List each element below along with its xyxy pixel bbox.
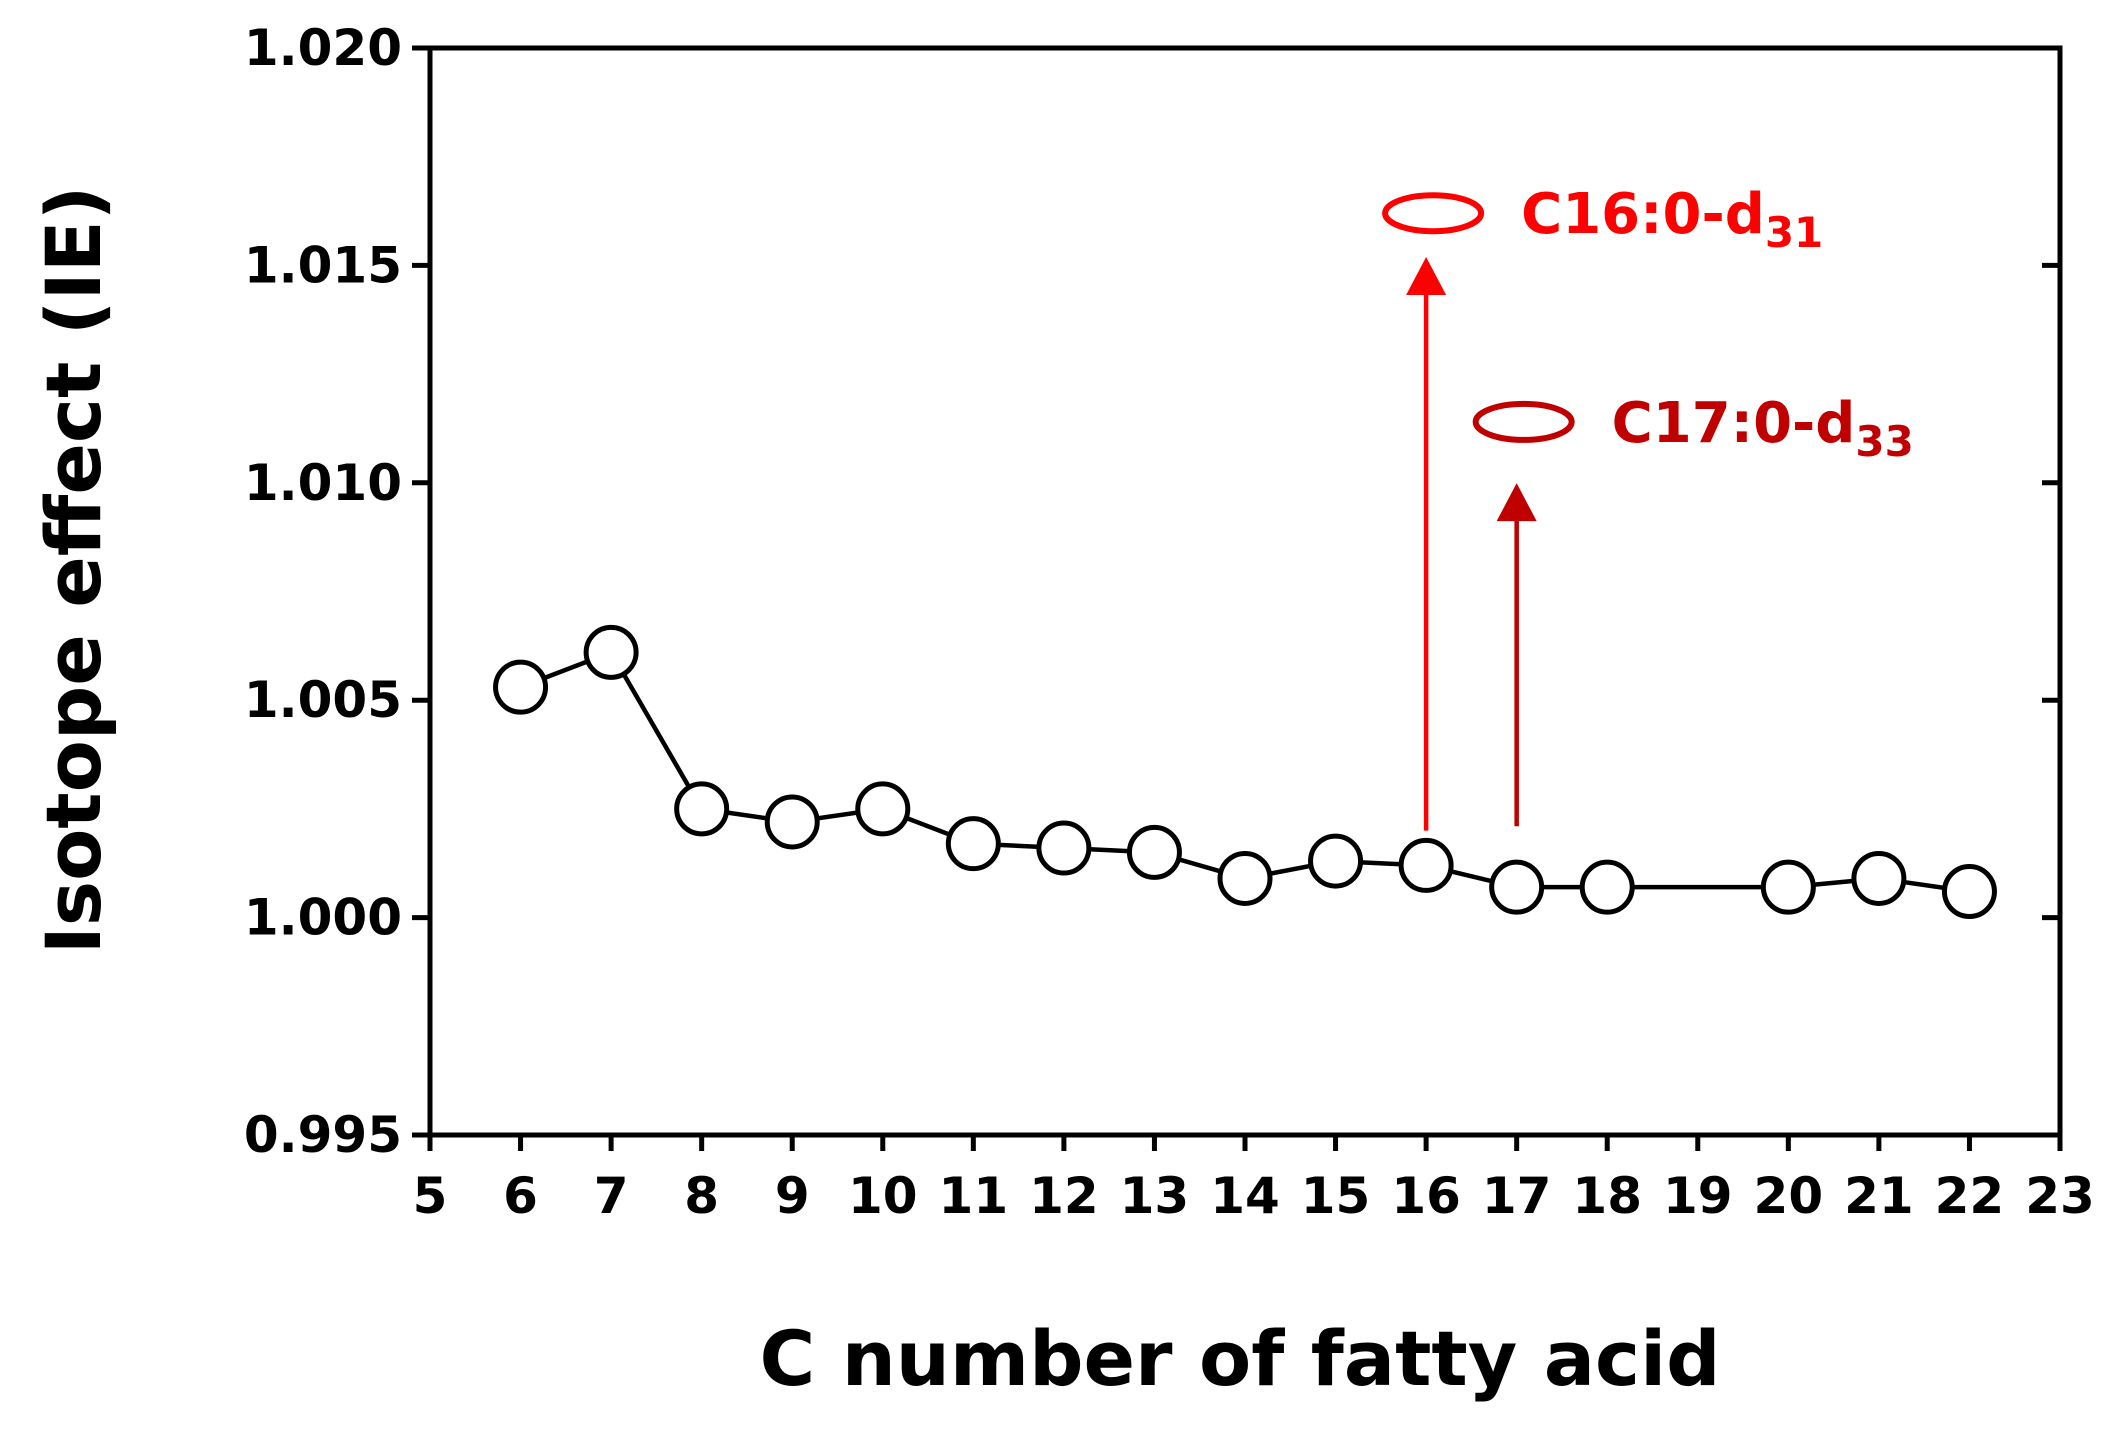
data-series (493, 624, 1997, 920)
annotation-label: C17:0-d33 (1612, 391, 1914, 466)
annotation-label-subscript: 31 (1765, 208, 1823, 257)
annotation-marker (1472, 400, 1575, 443)
x-tick-label: 22 (1935, 1167, 2005, 1225)
data-point (1851, 850, 1907, 906)
annotation-label-main: C16:0-d (1521, 182, 1765, 247)
x-tick-label: 16 (1391, 1167, 1461, 1225)
x-tick-label: 5 (413, 1167, 448, 1225)
x-tick-label: 6 (503, 1167, 538, 1225)
x-tick-label: 7 (594, 1167, 629, 1225)
x-tick-label: 8 (684, 1167, 719, 1225)
data-point (1217, 850, 1273, 906)
x-tick-label: 17 (1482, 1167, 1552, 1225)
data-point (1760, 859, 1816, 915)
data-point (1489, 859, 1545, 915)
y-tick-label: 1.020 (244, 19, 402, 77)
annotation-arrow-head (1406, 257, 1447, 296)
y-tick-label: 1.000 (244, 889, 402, 947)
x-tick-label: 12 (1029, 1167, 1099, 1225)
data-point (945, 816, 1001, 872)
data-point (1036, 820, 1092, 876)
x-tick-label: 13 (1120, 1167, 1190, 1225)
data-point (1308, 833, 1364, 889)
series-line (519, 649, 1970, 894)
annotation-arrow-head (1496, 483, 1537, 522)
x-axis: 5 6 7 8 9 10 11 12 13 14 15 16 17 18 19 20 21 22 23 (413, 1135, 2095, 1225)
x-tick-label: 18 (1572, 1167, 1642, 1225)
annotation-marker (1382, 192, 1485, 235)
x-tick-label: 21 (1844, 1167, 1914, 1225)
annotation-label: C16:0-d31 (1521, 182, 1823, 257)
data-point (674, 781, 730, 837)
y-tick-label: 1.015 (244, 236, 402, 294)
data-point (583, 624, 639, 680)
y-tick-label: 1.010 (244, 454, 402, 512)
x-tick-label: 20 (1754, 1167, 1824, 1225)
data-point (855, 781, 911, 837)
x-tick-label: 10 (848, 1167, 918, 1225)
y-axis-title: Isotope effect (IE) (29, 186, 118, 955)
data-point (764, 794, 820, 850)
x-tick-label: 14 (1210, 1167, 1280, 1225)
data-point (493, 659, 549, 715)
x-axis-title: C number of fatty acid (759, 1314, 1720, 1403)
y-axis: 0.995 1.000 1.005 1.010 1.015 1.020 (244, 19, 2060, 1164)
x-tick-label: 15 (1301, 1167, 1371, 1225)
data-point (1126, 824, 1182, 880)
x-tick-label: 9 (775, 1167, 810, 1225)
x-tick-label: 23 (2025, 1167, 2095, 1225)
x-tick-label: 11 (939, 1167, 1009, 1225)
data-point (1398, 837, 1454, 893)
annotations: C16:0-d31 C17:0-d33 (1382, 182, 1914, 831)
data-point (1579, 859, 1635, 915)
y-tick-label: 1.005 (244, 671, 402, 729)
annotation-label-main: C17:0-d (1612, 391, 1856, 456)
x-tick-label: 19 (1663, 1167, 1733, 1225)
y-tick-label: 0.995 (244, 1106, 402, 1164)
annotation-label-subscript: 33 (1855, 417, 1913, 466)
data-point (1941, 864, 1997, 920)
